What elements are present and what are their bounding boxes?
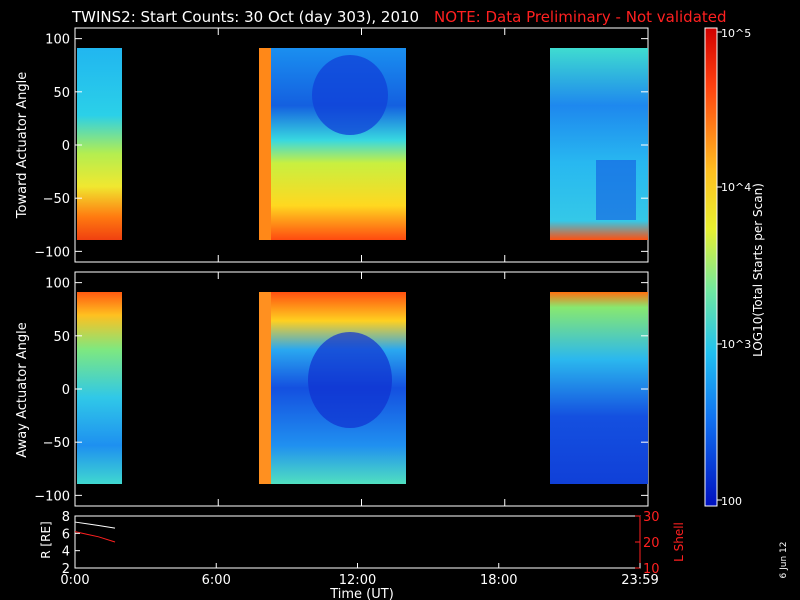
orbit-y2-tick-label: 20: [643, 536, 660, 551]
y-tick-label: −50: [43, 192, 70, 207]
x-tick-label: 18:00: [480, 573, 517, 588]
orbit-y2-tick-label: 30: [643, 510, 660, 525]
orbit-r-line: [74, 521, 116, 529]
x-tick-label: 23:59: [621, 573, 658, 588]
y-tick-label: −50: [43, 436, 70, 451]
top-data-block-1: [77, 48, 122, 240]
colorbar: 10^5 10^4 10^3 100 LOG10(Total Starts pe…: [704, 27, 765, 508]
y-tick-label: 100: [45, 33, 70, 48]
y-tick-label: 100: [45, 277, 70, 292]
bottom-heatmap-panel: [74, 271, 649, 507]
colorbar-label: LOG10(Total Starts per Scan): [751, 183, 765, 357]
bottom-data-block-1: [77, 292, 122, 484]
orbit-right-label: L Shell: [672, 522, 686, 562]
orbit-lshell-line: [74, 531, 116, 543]
bottom-depletion-region: [308, 332, 392, 428]
y-tick-label: 50: [53, 86, 70, 101]
top-y-axis-label: Toward Actuator Angle: [15, 72, 30, 219]
orbit-y-tick-label: 8: [62, 510, 70, 525]
y-tick-label: 0: [62, 383, 70, 398]
bottom-dawn-edge: [259, 292, 271, 484]
colorbar-tick-label: 100: [721, 495, 742, 508]
chart-title: TWINS2: Start Counts: 30 Oct (day 303), …: [71, 8, 419, 26]
x-tick-label: 12:00: [339, 573, 376, 588]
y-tick-label: −100: [34, 489, 70, 504]
y-tick-label: 50: [53, 330, 70, 345]
x-tick-label: 0:00: [60, 573, 89, 588]
colorbar-tick-label: 10^4: [721, 181, 751, 194]
top-low-region: [596, 160, 636, 220]
y-tick-label: 0: [62, 139, 70, 154]
bottom-y-axis-label: Away Actuator Angle: [15, 322, 30, 457]
x-axis-label: Time (UT): [329, 587, 394, 600]
top-dawn-edge: [259, 48, 271, 240]
y-tick-label: −100: [34, 245, 70, 260]
orbit-panel: [74, 515, 641, 569]
orbit-y-tick-label: 2: [62, 562, 70, 577]
colorbar-tick-label: 10^3: [721, 338, 751, 351]
orbit-left-label: R [RE]: [39, 521, 53, 558]
top-depletion-region: [312, 55, 388, 135]
bottom-data-block-3: [550, 292, 648, 484]
colorbar-gradient: [704, 27, 718, 507]
orbit-y-tick-label: 4: [62, 545, 70, 560]
orbit-y2-tick-label: 10: [643, 562, 660, 577]
colorbar-tick-label: 10^5: [721, 27, 751, 40]
date-stamp: 6 Jun 12: [779, 542, 789, 579]
orbit-panel-frame: [74, 515, 641, 569]
orbit-y-tick-label: 6: [62, 527, 70, 542]
preliminary-note: NOTE: Data Preliminary - Not validated: [434, 8, 727, 26]
x-tick-label: 6:00: [202, 573, 231, 588]
top-heatmap-panel: [74, 27, 649, 263]
